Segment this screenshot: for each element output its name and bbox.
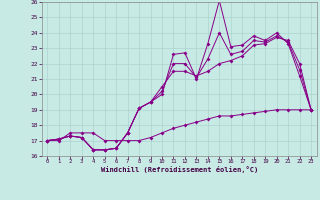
X-axis label: Windchill (Refroidissement éolien,°C): Windchill (Refroidissement éolien,°C) xyxy=(100,166,258,173)
